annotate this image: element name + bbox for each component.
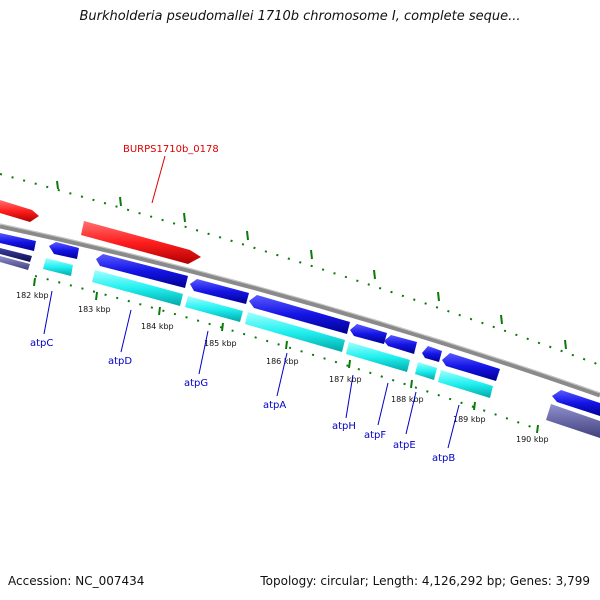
cds-blue-atpD[interactable] — [96, 254, 188, 288]
cds-red-1[interactable] — [0, 200, 39, 222]
cds-burps1710b-0178[interactable] — [81, 221, 201, 264]
gene-label-atpE[interactable]: atpE — [393, 440, 416, 451]
kbp-label-189: 189 kbp — [453, 415, 486, 424]
cds-slate-right[interactable] — [546, 404, 600, 438]
kbp-label-188: 188 kbp — [391, 395, 424, 404]
kbp-label-183: 183 kbp — [78, 305, 111, 314]
cds-blue-atpA[interactable] — [249, 295, 350, 334]
cds-blue-atpC[interactable] — [49, 242, 79, 259]
cds-slate-left[interactable] — [0, 256, 30, 270]
gene-cyan-atpA[interactable] — [245, 312, 345, 352]
forward-red-track — [0, 200, 201, 264]
outer-major-ticks — [56, 180, 567, 350]
blue-track — [0, 233, 600, 416]
cds-blue-atpH[interactable] — [350, 324, 387, 344]
kbp-label-184: 184 kbp — [141, 322, 174, 331]
kbp-label-182: 182 kbp — [16, 291, 49, 300]
genome-backbone — [0, 223, 600, 398]
outer-ticks — [0, 173, 600, 366]
gene-label-atpG[interactable]: atpG — [184, 378, 208, 389]
gene-label-atpB[interactable]: atpB — [432, 453, 455, 464]
cds-blue-atpB[interactable] — [442, 353, 500, 381]
cyan-track — [43, 258, 493, 398]
gene-label-atpF[interactable]: atpF — [364, 430, 386, 441]
gene-cyan-atpH[interactable] — [346, 342, 410, 372]
kbp-label-187: 187 kbp — [329, 375, 362, 384]
cds-navy-left[interactable] — [0, 248, 32, 262]
kbp-label-186: 186 kbp — [266, 357, 299, 366]
cds-blue-right[interactable] — [552, 390, 600, 416]
gene-cyan-atpB[interactable] — [438, 370, 493, 398]
red-label-leader — [151, 155, 166, 204]
gene-labels: atpC atpD atpG atpA atpH atpF atpE atpB — [30, 338, 455, 464]
cds-blue-atpG[interactable] — [190, 279, 249, 304]
gene-label-atpC[interactable]: atpC — [30, 338, 53, 349]
map-title: Burkholderia pseudomallei 1710b chromoso… — [79, 9, 521, 24]
gene-leaders — [43, 290, 460, 449]
cds-blue-atpE[interactable] — [422, 346, 442, 362]
gene-cyan-atpG[interactable] — [185, 296, 243, 322]
kbp-scale-labels: 182 kbp 183 kbp 184 kbp 185 kbp 186 kbp … — [16, 291, 549, 444]
topology-summary: Topology: circular; Length: 4,126,292 bp… — [260, 574, 590, 588]
gene-cyan-atpC[interactable] — [43, 258, 73, 276]
accession-text: Accession: NC_007434 — [8, 574, 145, 588]
gene-label-atpA[interactable]: atpA — [263, 400, 286, 411]
red-gene-label[interactable]: BURPS1710b_0178 — [123, 144, 219, 155]
gene-label-atpD[interactable]: atpD — [108, 356, 132, 367]
cds-blue-atpF[interactable] — [384, 335, 417, 354]
cds-blue-0[interactable] — [0, 233, 36, 251]
gene-label-atpH[interactable]: atpH — [332, 421, 356, 432]
gene-cyan-atpD[interactable] — [92, 270, 183, 306]
gene-cyan-atpE[interactable] — [415, 362, 437, 380]
kbp-label-190: 190 kbp — [516, 435, 549, 444]
kbp-label-185: 185 kbp — [204, 339, 237, 348]
dark-track — [0, 248, 600, 438]
inner-major-ticks — [33, 277, 539, 434]
